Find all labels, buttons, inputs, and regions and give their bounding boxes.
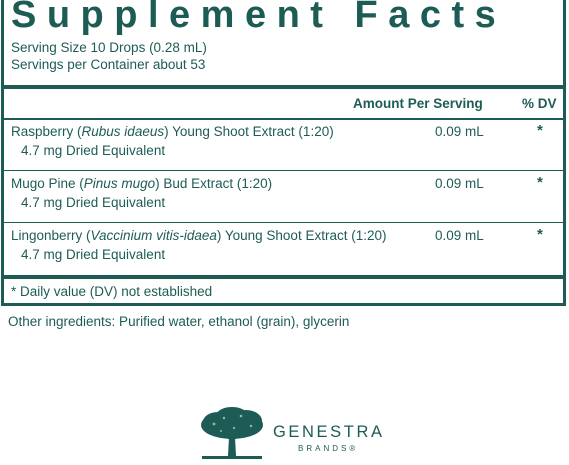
other-ingredients: Other ingredients: Purified water, ethan… bbox=[8, 314, 350, 329]
ingredient-equivalent: 4.7 mg Dried Equivalent bbox=[21, 247, 166, 262]
serving-size: Serving Size 10 Drops (0.28 mL) bbox=[11, 40, 207, 55]
ingredient-row: Raspberry (Rubus idaeus) Young Shoot Ext… bbox=[4, 122, 563, 176]
tree-icon bbox=[201, 407, 263, 459]
ingredient-name: Lingonberry (Vaccinium vitis-idaea) Youn… bbox=[11, 228, 387, 243]
ingredient-dv: * bbox=[537, 226, 543, 243]
row-divider bbox=[4, 170, 563, 171]
ingredient-name: Raspberry (Rubus idaeus) Young Shoot Ext… bbox=[11, 124, 334, 139]
thick-divider bbox=[4, 275, 563, 279]
latin-name: Rubus idaeus bbox=[81, 124, 165, 139]
ingredient-amount: 0.09 mL bbox=[435, 124, 484, 139]
dv-footnote: * Daily value (DV) not established bbox=[11, 284, 213, 299]
ingredient-row: Mugo Pine (Pinus mugo) Bud Extract (1:20… bbox=[4, 174, 563, 228]
servings-per-container: Servings per Container about 53 bbox=[11, 57, 206, 72]
panel-title: Supplement Facts bbox=[11, 0, 507, 36]
ingredient-dv: * bbox=[537, 174, 543, 191]
header-percent-dv: % DV bbox=[522, 96, 557, 111]
header-divider bbox=[4, 118, 563, 120]
ingredient-equivalent: 4.7 mg Dried Equivalent bbox=[21, 195, 166, 210]
row-divider bbox=[4, 222, 563, 223]
ingredient-amount: 0.09 mL bbox=[435, 228, 484, 243]
ingredient-row: Lingonberry (Vaccinium vitis-idaea) Youn… bbox=[4, 226, 563, 280]
brand-name: GENESTRA bbox=[273, 423, 385, 441]
ingredient-dv: * bbox=[537, 122, 543, 139]
ingredient-amount: 0.09 mL bbox=[435, 176, 484, 191]
brand-subtitle: BRANDS® bbox=[298, 444, 359, 453]
thick-divider bbox=[4, 85, 563, 89]
header-amount-per-serving: Amount Per Serving bbox=[353, 96, 483, 111]
ingredient-name: Mugo Pine (Pinus mugo) Bud Extract (1:20… bbox=[11, 176, 273, 191]
latin-name: Pinus mugo bbox=[83, 176, 156, 191]
ingredient-equivalent: 4.7 mg Dried Equivalent bbox=[21, 143, 166, 158]
supplement-facts-panel: Supplement Facts Serving Size 10 Drops (… bbox=[1, 0, 566, 306]
latin-name: Vaccinium vitis-idaea bbox=[90, 228, 217, 243]
